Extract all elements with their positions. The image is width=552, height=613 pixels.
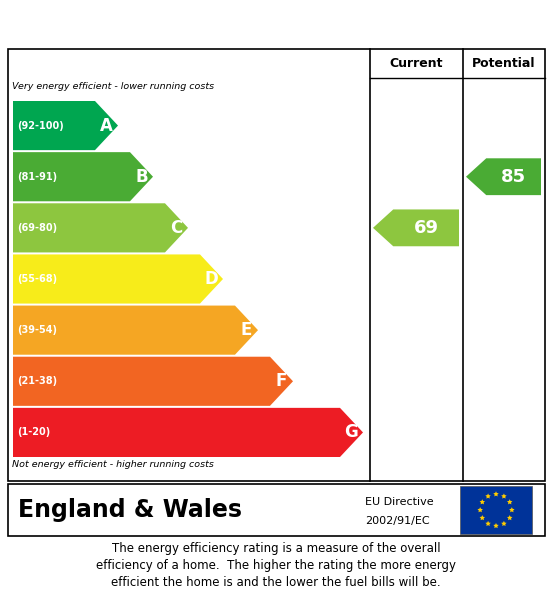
Text: (39-54): (39-54)	[17, 325, 57, 335]
Text: Not energy efficient - higher running costs: Not energy efficient - higher running co…	[12, 460, 214, 469]
Polygon shape	[501, 493, 507, 498]
Text: G: G	[344, 424, 358, 441]
Bar	[460, 486, 532, 534]
Text: (81-91): (81-91)	[17, 172, 57, 181]
Polygon shape	[509, 507, 514, 512]
Text: C: C	[171, 219, 183, 237]
Polygon shape	[466, 158, 541, 195]
Text: (55-68): (55-68)	[17, 274, 57, 284]
Text: (21-38): (21-38)	[17, 376, 57, 386]
Text: Very energy efficient - lower running costs: Very energy efficient - lower running co…	[12, 82, 214, 91]
Text: The energy efficiency rating is a measure of the overall
efficiency of a home.  : The energy efficiency rating is a measur…	[96, 542, 456, 589]
Text: D: D	[205, 270, 219, 288]
Polygon shape	[507, 515, 512, 520]
Text: Current: Current	[390, 57, 443, 70]
Polygon shape	[501, 521, 507, 526]
Polygon shape	[507, 499, 512, 504]
Text: Energy Efficiency Rating: Energy Efficiency Rating	[12, 12, 357, 36]
Text: A: A	[100, 116, 113, 135]
Text: F: F	[276, 372, 287, 390]
Polygon shape	[480, 515, 485, 520]
Text: (92-100): (92-100)	[17, 121, 63, 131]
Polygon shape	[485, 493, 491, 498]
Polygon shape	[13, 357, 293, 406]
Polygon shape	[13, 254, 223, 303]
Polygon shape	[477, 507, 483, 512]
Text: England & Wales: England & Wales	[18, 498, 242, 522]
Polygon shape	[480, 499, 485, 504]
Text: 2002/91/EC: 2002/91/EC	[365, 516, 429, 526]
Polygon shape	[13, 152, 153, 201]
Text: B: B	[135, 168, 148, 186]
Text: Potential: Potential	[473, 57, 536, 70]
Text: (69-80): (69-80)	[17, 223, 57, 233]
Polygon shape	[13, 204, 188, 253]
Polygon shape	[13, 305, 258, 355]
Polygon shape	[485, 521, 491, 526]
Text: 85: 85	[501, 168, 526, 186]
Polygon shape	[493, 491, 498, 497]
Text: E: E	[241, 321, 252, 339]
Polygon shape	[13, 101, 118, 150]
Text: 69: 69	[413, 219, 439, 237]
Polygon shape	[373, 210, 459, 246]
Text: EU Directive: EU Directive	[365, 497, 434, 506]
Polygon shape	[13, 408, 363, 457]
Polygon shape	[493, 523, 498, 528]
Text: (1-20): (1-20)	[17, 427, 50, 438]
